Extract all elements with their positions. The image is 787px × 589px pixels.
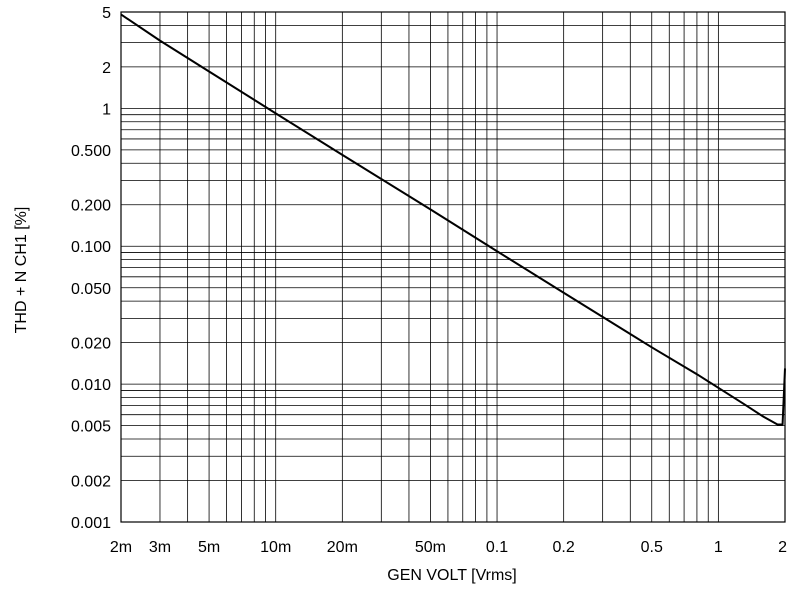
series-layer — [120, 13, 786, 426]
x-axis-label: GEN VOLT [Vrms] — [387, 567, 517, 584]
y-tick-label: 2 — [102, 60, 111, 77]
y-tick-label: 0.020 — [71, 336, 111, 353]
grid-layer — [120, 11, 786, 523]
plot-frame — [120, 11, 786, 523]
y-tick-label: 5 — [102, 5, 111, 22]
x-tick-label: 10m — [260, 539, 291, 556]
x-tick-label: 2 — [778, 539, 787, 556]
y-tick-label: 0.002 — [71, 473, 111, 490]
y-tick-label: 0.050 — [71, 281, 111, 298]
x-tick-label: 20m — [327, 539, 358, 556]
x-tick-labels: 2m 3m 5m 10m 20m 50m 0.1 0.2 0.5 1 2 — [110, 539, 787, 556]
x-tick-label: 5m — [198, 539, 220, 556]
y-tick-label: 0.200 — [71, 198, 111, 215]
y-tick-label: 0.100 — [71, 239, 111, 256]
y-tick-label: 1 — [102, 101, 111, 118]
y-tick-label: 0.001 — [71, 515, 111, 532]
x-tick-label: 0.2 — [553, 539, 575, 556]
series-line — [120, 13, 786, 426]
y-tick-label: 0.005 — [71, 419, 111, 436]
x-tick-label: 2m — [110, 539, 132, 556]
x-tick-label: 3m — [149, 539, 171, 556]
y-tick-labels: 5 2 1 0.500 0.200 0.100 0.050 0.020 0.010 0.005 0.… — [71, 5, 111, 532]
y-axis-label: THD + N CH1 [%] — [13, 207, 30, 334]
x-tick-label: 0.5 — [641, 539, 663, 556]
x-tick-label: 1 — [714, 539, 723, 556]
y-tick-label: 0.010 — [71, 377, 111, 394]
x-tick-label: 0.1 — [486, 539, 508, 556]
y-tick-label: 0.500 — [71, 143, 111, 160]
x-tick-label: 50m — [415, 539, 446, 556]
